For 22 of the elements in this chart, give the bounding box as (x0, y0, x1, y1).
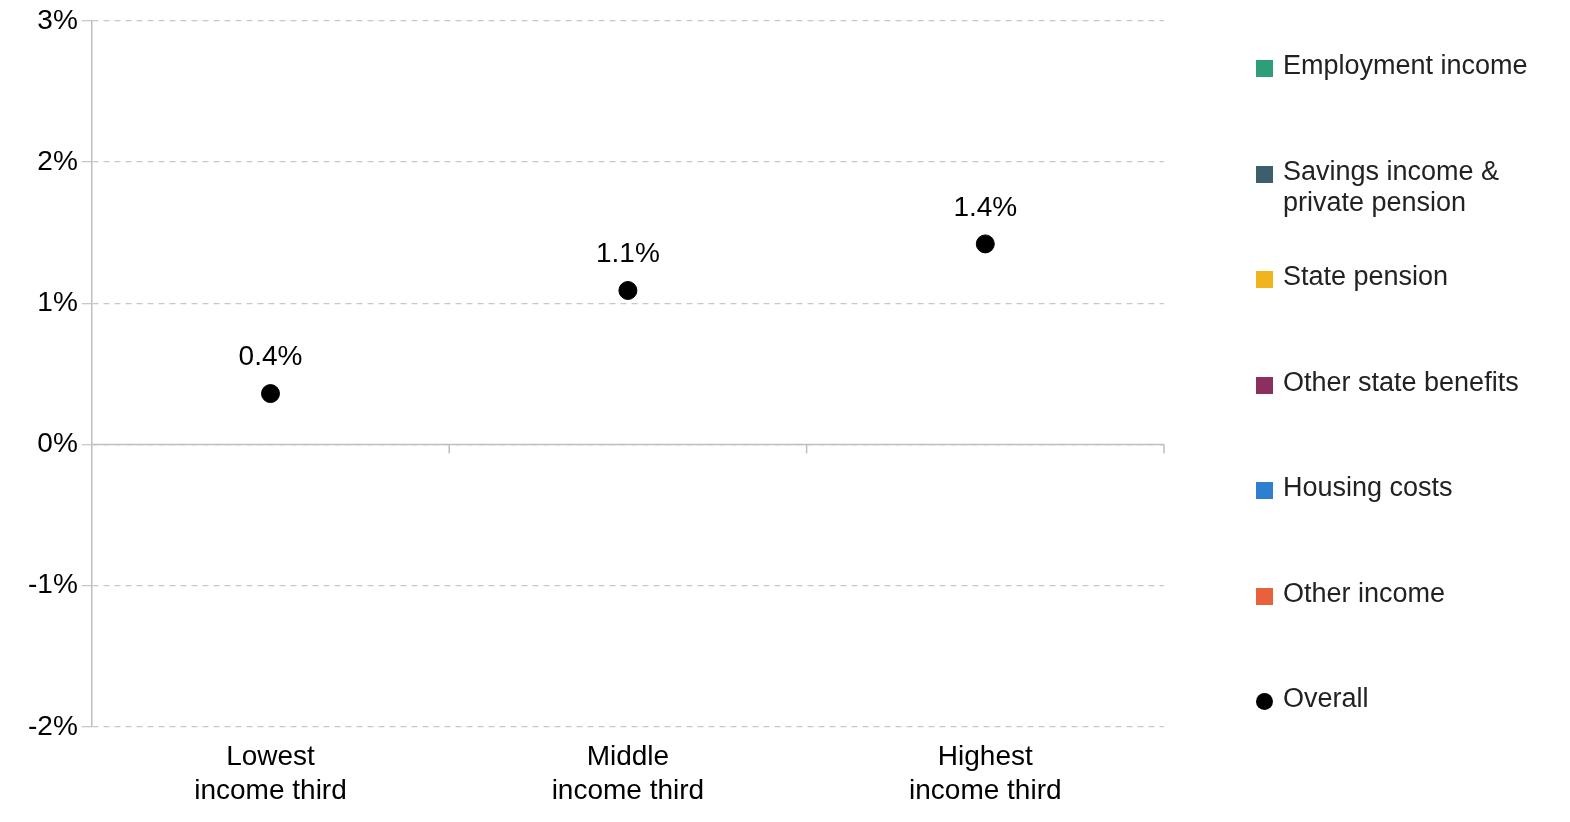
legend-label: Savings income & private pension (1283, 155, 1501, 218)
legend-label: Employment income (1283, 50, 1528, 81)
y-tick-label: 1% (37, 285, 78, 317)
legend-label: Housing costs (1283, 472, 1453, 503)
legend-label: Other income (1283, 577, 1446, 609)
x-tick-label: Middle income third (551, 740, 705, 805)
y-tick-label: 3% (37, 3, 78, 35)
point (975, 234, 995, 254)
data-label: 0.4% (238, 340, 303, 372)
y-tick-label: -1% (28, 568, 78, 600)
y-tick-label: -2% (28, 709, 78, 741)
point (260, 384, 280, 404)
x-tick-label: Highest income third (909, 740, 1062, 805)
legend-label: State pension (1283, 261, 1449, 292)
y-tick-label: 0% (37, 427, 78, 459)
point (618, 280, 638, 300)
y-tick-label: 2% (37, 144, 78, 176)
legend-label: Overall (1283, 683, 1369, 714)
legend-label: Other state benefits (1283, 366, 1519, 398)
data-label: 1.4% (953, 190, 1018, 222)
x-tick-label: Lowest income third (194, 740, 347, 805)
data-label: 1.1% (595, 237, 660, 269)
